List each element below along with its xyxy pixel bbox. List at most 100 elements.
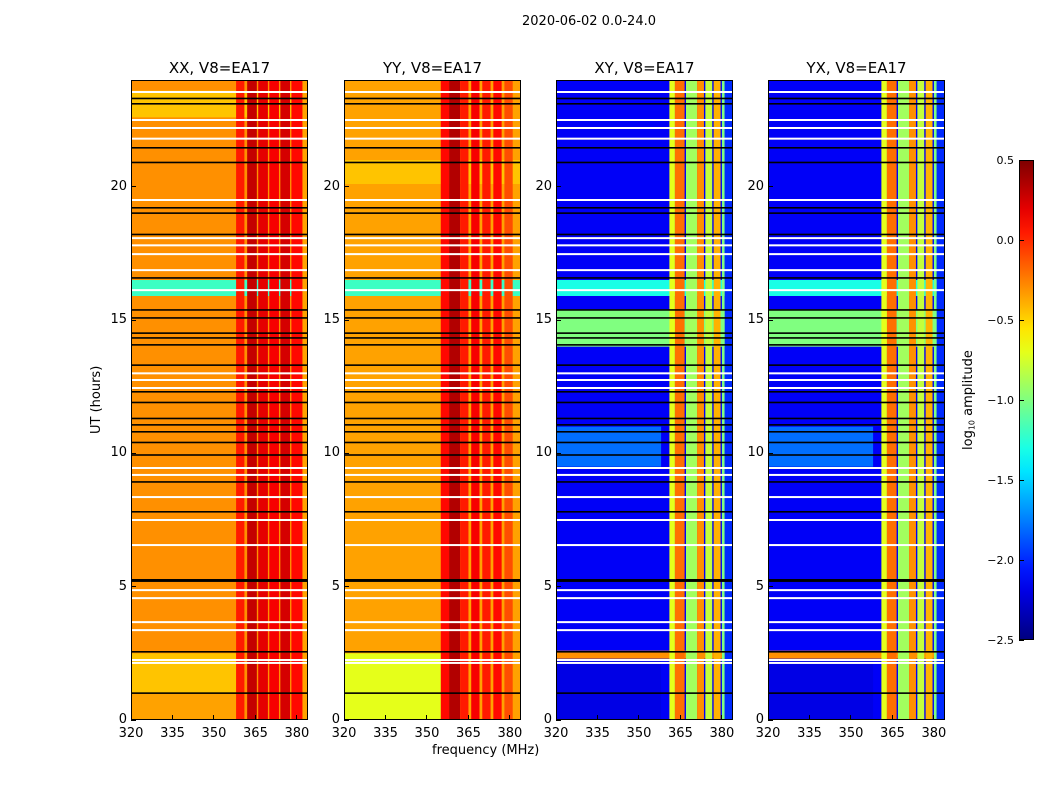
flagged-row-black [344,233,521,236]
flagged-row-white [131,629,308,632]
flagged-row-white [344,659,521,661]
flagged-row-white [768,597,945,600]
flagged-row-white [556,127,733,129]
x-tick-mark [721,715,723,720]
flagged-row-black [768,103,945,105]
x-tick-label: 320 [331,726,357,741]
y-tick-mark [556,186,561,188]
colorbar-tick-label: 0.0 [996,234,1015,247]
flagged-row-black [768,401,945,404]
x-tick-mark [426,715,428,720]
flagged-row-white [344,372,521,375]
flagged-row-black [556,207,733,209]
flagged-row-black [768,431,945,433]
flagged-row-black [344,344,521,346]
flagged-row-white [556,269,733,272]
flagged-row-black [344,337,521,339]
flagged-row-black [344,417,521,420]
y-tick-label: 5 [543,578,552,594]
y-tick-label: 20 [110,178,127,194]
heatmap-frequency-band [460,80,469,720]
flagged-row-black [556,212,733,214]
flagged-row-black [556,417,733,420]
flagged-row-white [131,289,308,292]
flagged-row-black [131,207,308,209]
flagged-row-black [556,431,733,433]
flagged-row-black [344,317,521,319]
x-tick-mark [296,715,298,720]
flagged-row-white [768,379,945,381]
flagged-row-white [344,621,521,624]
y-tick-mark [344,319,349,321]
flagged-row-white [556,244,733,247]
flagged-row-black [768,233,945,236]
colorbar-tick-label: 0.5 [996,154,1015,167]
flagged-row-white [344,119,521,121]
flagged-row-black [556,97,733,100]
flagged-row-black [768,207,945,209]
flagged-row-black [131,441,308,444]
colorbar-label: log10 amplitude [961,340,977,460]
heatmap-frequency-band [909,80,916,720]
flagged-row-white [768,127,945,129]
flagged-row-black [344,441,521,444]
flagged-row-black [131,161,308,164]
flagged-row-white [131,661,308,664]
flagged-row-white [768,199,945,201]
flagged-row-black [131,277,308,279]
flagged-row-black [768,391,945,393]
flagged-row-black [131,103,308,105]
flagged-row-white [768,253,945,256]
flagged-row-white [131,199,308,201]
flagged-row-white [131,467,308,469]
x-tick-label: 350 [838,726,864,741]
flagged-row-black [131,431,308,433]
flagged-row-white [131,387,308,389]
colorbar-tick-label: −1.0 [987,394,1014,407]
flagged-row-white [556,91,733,93]
y-tick-mark [344,586,349,588]
flagged-row-white [768,119,945,121]
flagged-row-black [344,454,521,456]
y-tick-label: 10 [110,445,127,461]
flagged-row-black [768,481,945,483]
heatmap-frequency-band [449,80,461,720]
colorbar-label-subscript: 10 [967,419,977,431]
x-tick-mark [254,715,256,720]
x-tick-mark [891,715,893,720]
flagged-row-black [131,233,308,236]
y-tick-mark [768,719,773,721]
flagged-row-black [131,692,308,694]
heatmap-frequency-band [247,80,257,720]
y-tick-mark [556,586,561,588]
y-tick-label: 10 [535,445,552,461]
flagged-row-white [131,91,308,93]
flagged-row-white [131,659,308,661]
flagged-row-black [556,692,733,694]
heatmap-background [344,80,521,720]
heatmap-frequency-band [933,80,937,720]
flagged-row-white [344,379,521,381]
flagged-row-white [768,661,945,664]
flagged-row-white [131,137,308,140]
colorbar-tick-label: −2.0 [987,554,1014,567]
flagged-row-black [131,147,308,149]
flagged-row-white [556,519,733,521]
heatmap-frequency-band [440,80,450,720]
flagged-row-white [768,244,945,247]
x-tick-label: 380 [497,726,523,741]
flagged-row-black [556,103,733,105]
flagged-row-black [344,401,521,404]
flagged-row-white [556,496,733,499]
colorbar-label-rest: amplitude [961,350,976,420]
flagged-row-white [131,119,308,121]
heatmap-panel-xx: 320 335 350 365 380 0 5 10 15 20 [110,80,309,741]
flagged-row-black [344,207,521,209]
flagged-row-black [556,481,733,483]
flagged-row-black [556,161,733,164]
y-tick-label: 20 [323,178,340,194]
x-tick-mark [555,715,557,720]
flagged-row-white [556,199,733,201]
heatmap-frequency-band [897,80,910,720]
flagged-row-black [768,511,945,513]
